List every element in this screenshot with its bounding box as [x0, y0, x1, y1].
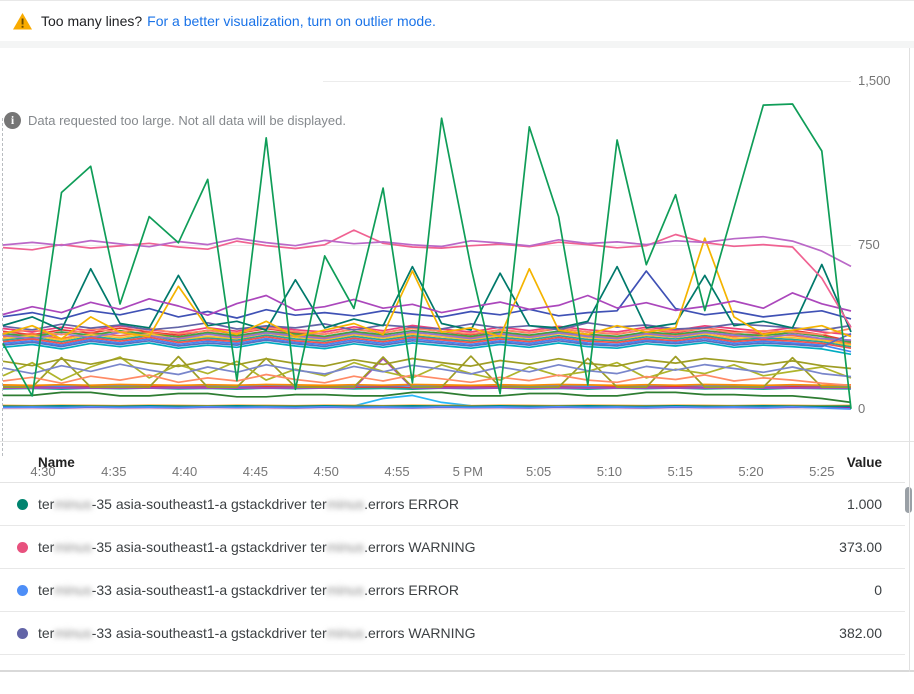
- column-header-name: Name: [38, 454, 75, 470]
- panel-right-border: [909, 48, 910, 672]
- redacted-text: minus: [326, 539, 365, 555]
- redacted-text: minus: [326, 582, 365, 598]
- x-tick-label: 4:30: [30, 464, 56, 479]
- header-divider: [0, 482, 905, 483]
- series-color-dot: [17, 627, 28, 639]
- table-row[interactable]: terminus-33 asia-southeast1-a gstackdriv…: [0, 612, 905, 655]
- series-olive-mid: [2, 357, 852, 370]
- x-tick-label: 5:10: [596, 464, 623, 479]
- series-yellow-spiky: [2, 237, 852, 340]
- series-purple-wavy: [2, 292, 852, 317]
- series-band-blue: [2, 337, 852, 353]
- chart-left-dashed-line: [2, 118, 3, 456]
- y-tick-label: 1,500: [858, 73, 891, 88]
- too-many-lines-banner: Too many lines? For a better visualizati…: [0, 1, 914, 41]
- series-olive-spiker: [3, 355, 851, 388]
- vertical-scrollbar-thumb[interactable]: [905, 487, 912, 513]
- series-salmon-low: [2, 373, 852, 387]
- series-legend4-indigo-warning: [2, 321, 852, 331]
- series-color-dot: [17, 584, 28, 596]
- series-color-dot: [17, 498, 28, 510]
- series-indigo-low: [2, 363, 852, 378]
- series-band-red2: [2, 335, 852, 350]
- series-name: terminus-33 asia-southeast1-a gstackdriv…: [38, 625, 476, 641]
- info-icon: i: [4, 112, 21, 129]
- series-bottom-teal: [2, 405, 852, 408]
- x-tick-label: 4:50: [313, 464, 339, 479]
- series-navy-wavy: [2, 270, 852, 320]
- x-tick-label: 4:55: [384, 464, 410, 479]
- series-value: 1.000: [846, 496, 882, 512]
- redacted-text: minus: [326, 625, 365, 641]
- x-tick-label: 5:15: [667, 464, 693, 479]
- redacted-text: minus: [326, 496, 365, 512]
- series-value: 382.00: [839, 625, 882, 641]
- redacted-text: minus: [54, 539, 92, 555]
- column-header-value: Value: [846, 454, 882, 470]
- banner-separator: [0, 41, 914, 48]
- gridline-0: [3, 409, 851, 410]
- series-value: 373.00: [839, 539, 882, 555]
- series-name: terminus-35 asia-southeast1-a gstackdriv…: [38, 539, 476, 555]
- data-too-large-notice: i Data requested too large. Not all data…: [4, 112, 346, 129]
- series-legend1-green-error: [2, 103, 852, 409]
- redacted-text: minus: [54, 625, 92, 641]
- chart-region: i Data requested too large. Not all data…: [0, 48, 914, 479]
- series-legend3-blue-error: [2, 405, 852, 410]
- series-band-indigo: [2, 332, 852, 348]
- series-name: terminus-35 asia-southeast1-a gstackdriv…: [38, 496, 459, 512]
- table-row[interactable]: terminus-35 asia-southeast1-a gstackdriv…: [0, 483, 905, 526]
- x-tick-label: 4:40: [171, 464, 198, 479]
- x-tick-label: 5:20: [738, 464, 764, 479]
- series-magenta-spike: [3, 357, 851, 389]
- outlier-mode-link[interactable]: For a better visualization, turn on outl…: [147, 13, 436, 29]
- redacted-text: minus: [54, 582, 92, 598]
- table-bottom-border: [0, 670, 914, 672]
- legend-table-header: Name Value: [0, 442, 905, 482]
- x-tick-label: 5 PM: [452, 464, 483, 479]
- x-tick-label: 5:05: [525, 464, 552, 479]
- table-row[interactable]: terminus-33 asia-southeast1-a gstackdriv…: [0, 569, 905, 612]
- series-olive-zigzag: [2, 356, 852, 381]
- series-green-step: [3, 391, 852, 404]
- x-tick-label: 4:45: [242, 464, 269, 479]
- series-color-dot: [17, 541, 28, 553]
- warning-icon: [13, 12, 32, 29]
- line-chart[interactable]: [0, 49, 914, 421]
- y-tick-label: 0: [858, 401, 866, 416]
- series-value: 0: [874, 582, 882, 598]
- y-tick-label: 750: [858, 237, 880, 252]
- gridline-1500: [323, 81, 851, 82]
- chart-table-divider: [0, 441, 914, 442]
- series-band-cyan: [2, 341, 852, 356]
- redacted-text: minus: [54, 496, 92, 512]
- series-bundle100-orange: [2, 383, 852, 387]
- notice-text: Data requested too large. Not all data w…: [28, 113, 346, 128]
- table-row[interactable]: terminus-35 asia-southeast1-a gstackdriv…: [0, 526, 905, 569]
- x-tick-label: 5:25: [809, 464, 835, 479]
- series-name: terminus-33 asia-southeast1-a gstackdriv…: [38, 582, 459, 598]
- banner-text: Too many lines?: [41, 13, 143, 29]
- x-tick-label: 4:35: [101, 464, 127, 479]
- series-teal-spiky: [2, 263, 852, 333]
- series-band-gold: [2, 332, 852, 346]
- legend-table-body: terminus-35 asia-southeast1-a gstackdriv…: [0, 483, 905, 655]
